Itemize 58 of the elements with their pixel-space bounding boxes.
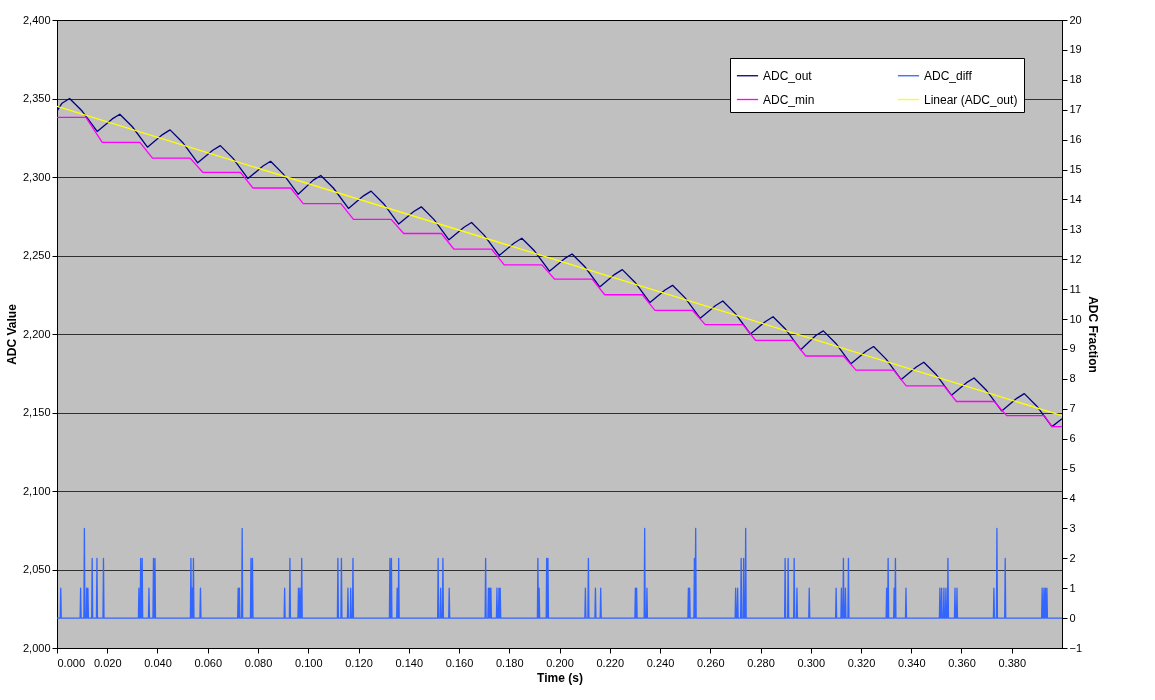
y2-axis-title: ADC Fraction [1086, 296, 1101, 373]
y-tick-label: 2,100 [22, 484, 51, 497]
y2-tick-label: 19 [1069, 43, 1082, 56]
y2-tick-label: 10 [1069, 312, 1082, 325]
legend-label: Linear (ADC_out) [924, 92, 1018, 107]
y2-tick-label: −1 [1069, 641, 1083, 654]
y2-tick-label: 15 [1069, 163, 1082, 176]
y-axis-title: ADC Value [4, 303, 19, 365]
y2-tick-label: 13 [1069, 222, 1082, 235]
y-tick-label: 2,300 [22, 170, 51, 183]
x-tick-label: 0.120 [345, 656, 373, 669]
x-tick-label: 0.340 [897, 656, 926, 669]
y2-tick-label: 3 [1069, 521, 1076, 534]
x-tick-label: 0.260 [696, 656, 725, 669]
y-tick-label: 2,150 [22, 406, 51, 418]
y-tick-label: 2,250 [22, 249, 51, 261]
y2-tick-label: 1 [1069, 581, 1076, 594]
y2-tick-label: 12 [1069, 252, 1082, 265]
x-tick-label: 0.060 [194, 656, 223, 669]
x-tick-label: 0.300 [797, 656, 826, 669]
x-tick-label: 0.140 [395, 656, 424, 669]
x-tick-label: 0.040 [144, 656, 172, 669]
y2-tick-label: 7 [1069, 402, 1076, 415]
x-tick-label: 0.200 [546, 656, 574, 669]
x-tick-label: 0.100 [294, 656, 323, 669]
x-tick-label: 0.220 [596, 656, 625, 669]
y2-tick-label: 14 [1069, 192, 1082, 205]
y-tick-label: 2,400 [22, 13, 51, 26]
y-tick-label: 2,350 [22, 92, 51, 104]
y-tick-label: 2,200 [22, 327, 51, 340]
y2-tick-label: 17 [1069, 103, 1082, 116]
x-tick-label: 0.320 [847, 656, 876, 669]
y2-tick-label: 6 [1069, 432, 1076, 445]
y2-tick-label: 2 [1069, 551, 1076, 564]
y2-tick-label: 0 [1069, 611, 1076, 624]
x-tick-label: 0.380 [998, 656, 1027, 669]
x-tick-label: 0.080 [244, 656, 273, 669]
x-tick-label: 0.360 [948, 656, 976, 669]
y2-tick-label: 8 [1069, 372, 1076, 385]
y2-tick-label: 20 [1069, 13, 1082, 26]
legend-label: ADC_out [763, 68, 813, 83]
y2-tick-label: 18 [1069, 73, 1082, 86]
x-tick-label: 0.240 [646, 656, 675, 669]
y2-tick-label: 16 [1069, 133, 1082, 146]
x-tick-label: 0.180 [495, 656, 524, 669]
y2-tick-label: 4 [1069, 491, 1076, 504]
y-tick-label: 2,000 [22, 641, 51, 654]
y2-tick-label: 9 [1069, 342, 1076, 355]
x-tick-label: 0.280 [747, 656, 775, 669]
y2-tick-label: 5 [1069, 462, 1076, 475]
x-tick-label: 0.160 [445, 656, 474, 669]
x-tick-label: 0.000 [57, 656, 86, 669]
x-axis-title: Time (s) [537, 670, 583, 685]
legend-label: ADC_diff [924, 68, 973, 83]
legend-label: ADC_min [763, 92, 815, 107]
y2-tick-label: 11 [1069, 282, 1081, 295]
y-tick-label: 2,050 [22, 563, 51, 575]
x-tick-label: 0.020 [93, 656, 122, 669]
